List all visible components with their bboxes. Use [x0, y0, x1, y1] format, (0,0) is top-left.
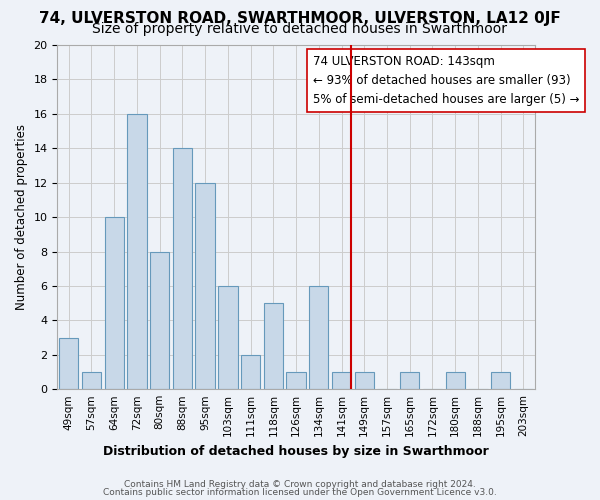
Bar: [263, 303, 283, 389]
Bar: [196, 182, 215, 389]
Y-axis label: Number of detached properties: Number of detached properties: [15, 124, 28, 310]
Bar: [104, 217, 124, 389]
Bar: [173, 148, 192, 389]
Bar: [241, 355, 260, 389]
Bar: [286, 372, 306, 389]
Bar: [400, 372, 419, 389]
Bar: [127, 114, 146, 389]
Bar: [332, 372, 351, 389]
Bar: [309, 286, 328, 389]
Bar: [355, 372, 374, 389]
Text: 74 ULVERSTON ROAD: 143sqm
← 93% of detached houses are smaller (93)
5% of semi-d: 74 ULVERSTON ROAD: 143sqm ← 93% of detac…: [313, 56, 579, 106]
Bar: [150, 252, 169, 389]
Bar: [491, 372, 510, 389]
X-axis label: Distribution of detached houses by size in Swarthmoor: Distribution of detached houses by size …: [103, 444, 489, 458]
Text: Contains HM Land Registry data © Crown copyright and database right 2024.: Contains HM Land Registry data © Crown c…: [124, 480, 476, 489]
Bar: [218, 286, 238, 389]
Text: Size of property relative to detached houses in Swarthmoor: Size of property relative to detached ho…: [92, 22, 508, 36]
Bar: [59, 338, 79, 389]
Text: 74, ULVERSTON ROAD, SWARTHMOOR, ULVERSTON, LA12 0JF: 74, ULVERSTON ROAD, SWARTHMOOR, ULVERSTO…: [39, 12, 561, 26]
Text: Contains public sector information licensed under the Open Government Licence v3: Contains public sector information licen…: [103, 488, 497, 497]
Bar: [446, 372, 465, 389]
Bar: [82, 372, 101, 389]
